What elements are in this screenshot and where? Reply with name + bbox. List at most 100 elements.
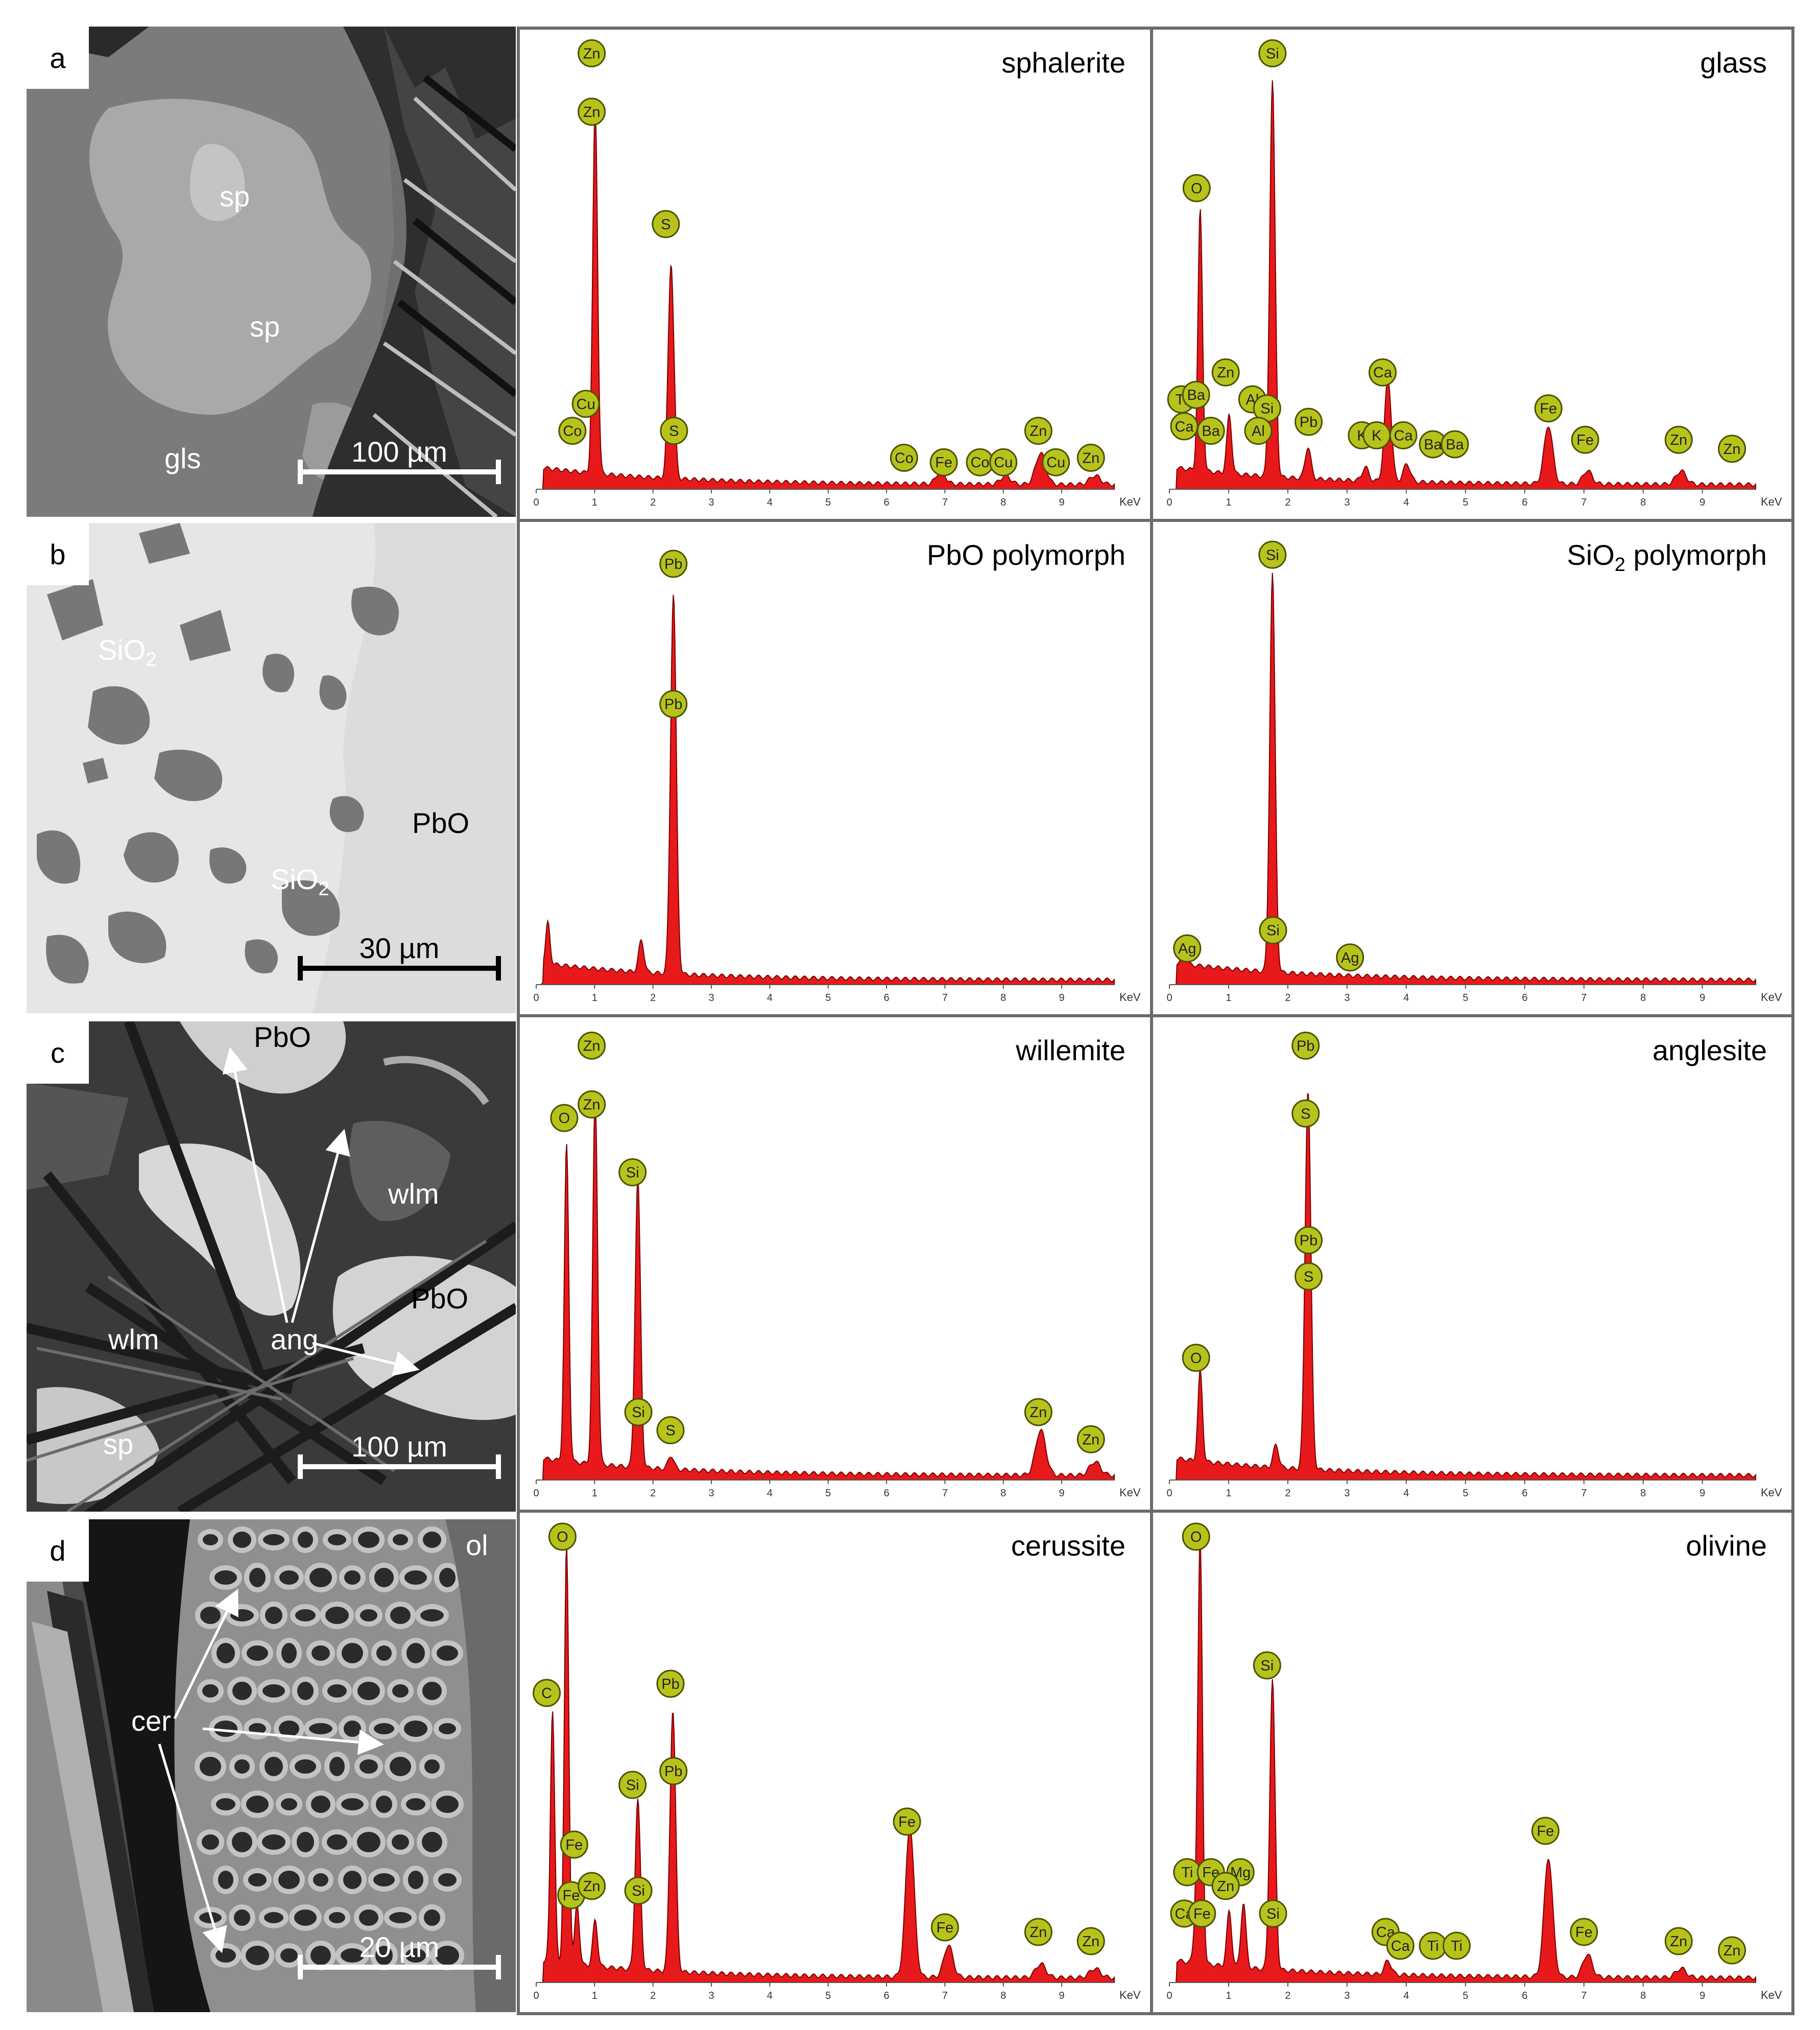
panel-letter-d: d: [27, 1519, 89, 1582]
x-tick-label: 1: [592, 1990, 597, 2001]
element-marker-label: Ag: [1341, 950, 1359, 966]
cell-73: [243, 1868, 272, 1892]
spectrum-title-anglesite: anglesite: [1652, 1034, 1767, 1066]
element-marker-fe: [893, 1807, 921, 1836]
x-tick-label: 7: [942, 992, 948, 1004]
element-marker-zn: [1024, 417, 1052, 445]
x-tick-label: 6: [1522, 497, 1527, 508]
element-marker-zn: [1076, 1425, 1105, 1453]
cell-61: [371, 1790, 397, 1818]
cell-12: [339, 1565, 366, 1590]
spectrum-sio2-polymorph: 0 1 2 3 4 5 6 7 8 9 KeV Si Ag Si Ag SiO2 polymorph: [1150, 519, 1794, 1017]
cell-18: [260, 1602, 288, 1629]
element-marker-si: [1259, 916, 1287, 945]
x-tick-label: 8: [1000, 1488, 1006, 1499]
bse-image-d: d ol cer 20 µm: [27, 1519, 516, 2012]
image-label-wlm-1: wlm: [388, 1178, 439, 1210]
x-tick-label: 9: [1699, 1990, 1705, 2001]
element-marker-fe: [1534, 394, 1563, 423]
x-tick-label: 4: [1403, 992, 1409, 1004]
cell-25: [242, 1640, 273, 1666]
x-tick-label: 2: [1285, 992, 1290, 1004]
cell-75: [308, 1868, 333, 1892]
spectrum-olivine: 0 1 2 3 4 5 6 7 8 9 KeV O Si Ti Fe Mg Zn Ca Fe Si Ca Ca Ti Ti Fe…: [1150, 1510, 1794, 2015]
x-tick-label: 9: [1699, 992, 1705, 1004]
x-tick-label: 7: [942, 1990, 948, 2001]
cerussite-cells: [194, 1526, 464, 1970]
x-tick-label: 9: [1059, 497, 1065, 508]
cell-76: [338, 1866, 367, 1894]
element-marker-pb: [659, 690, 688, 719]
cell-39: [417, 1677, 447, 1705]
x-tick-label: 0: [1166, 992, 1172, 1004]
element-marker-zn: [1718, 435, 1746, 463]
element-marker-label: Si: [1266, 923, 1280, 939]
element-marker-label: O: [1190, 1529, 1202, 1545]
element-marker-label: Cu: [994, 455, 1013, 471]
element-marker-label: Zn: [1723, 441, 1741, 458]
x-tick-label: 3: [708, 497, 714, 508]
element-marker-label: Pb: [664, 1763, 682, 1780]
cell-34: [257, 1679, 290, 1703]
x-tick-label: 4: [1403, 497, 1409, 508]
cell-1: [228, 1526, 256, 1553]
cell-66: [257, 1829, 291, 1855]
element-marker-label: Pb: [664, 556, 682, 572]
element-marker-si: [618, 1158, 647, 1187]
spectrum-curve: [1169, 1092, 1756, 1480]
x-tick-label: 6: [1522, 1488, 1527, 1499]
spectrum-plot-anglesite: 0 1 2 3 4 5 6 7 8 9 KeV Pb S Pb S O: [1166, 1031, 1782, 1499]
element-marker-pb: [1295, 408, 1323, 436]
image-label-sio2-1: SiO2: [98, 633, 157, 671]
element-marker-si: [1258, 39, 1287, 67]
x-tick-label: 3: [708, 992, 714, 1004]
spectrum-curve: [1169, 1538, 1756, 1983]
element-marker-fe: [1188, 1899, 1216, 1928]
x-axis-unit: KeV: [1761, 1486, 1782, 1499]
x-tick-label: 0: [1166, 1990, 1172, 2001]
x-tick-label: 3: [708, 1488, 714, 1499]
cell-20: [320, 1602, 354, 1629]
spectrum-plot-pbo: 0 1 2 3 4 5 6 7 8 9 KeV Pb Pb: [533, 550, 1141, 1004]
x-tick-label: 4: [767, 1488, 773, 1499]
element-marker-si: [1259, 1899, 1287, 1928]
element-marker-label: Zn: [1217, 1878, 1234, 1895]
cell-46: [399, 1715, 433, 1742]
image-label-sp-1: sp: [220, 180, 250, 212]
element-marker-label: Ti: [1181, 1865, 1193, 1881]
cell-30: [401, 1638, 430, 1668]
cell-82: [259, 1907, 289, 1928]
x-tick-label: 2: [650, 497, 656, 508]
x-axis-unit: KeV: [1761, 1989, 1782, 2001]
element-marker-label: Pb: [1300, 1232, 1318, 1249]
element-marker-label: Pb: [1297, 1038, 1314, 1054]
element-marker-label: Si: [1266, 1906, 1280, 1922]
x-tick-label: 3: [1344, 1488, 1350, 1499]
cell-32: [197, 1679, 224, 1703]
element-marker-label: Si: [1266, 547, 1279, 563]
cell-33: [227, 1677, 257, 1705]
element-marker-o: [550, 1104, 579, 1132]
element-marker-label: S: [661, 217, 670, 233]
cell-35: [292, 1677, 319, 1705]
spectrum-title-olivine: olivine: [1686, 1530, 1767, 1562]
cell-56: [211, 1793, 241, 1816]
element-marker-label: Zn: [1217, 365, 1234, 381]
element-marker-label: K: [1372, 427, 1382, 444]
spectrum-title-sio2-text: SiO2 polymorph: [1567, 539, 1767, 576]
cell-67: [292, 1827, 319, 1857]
x-tick-label: 4: [1403, 1990, 1409, 2001]
element-marker-zn: [1076, 1927, 1105, 1955]
spectrum-title-glass: glass: [1700, 46, 1767, 79]
element-marker-label: Pb: [664, 697, 682, 713]
element-marker-o: [1182, 1344, 1210, 1372]
element-marker-label: Si: [1266, 45, 1279, 62]
x-tick-label: 0: [533, 497, 539, 508]
element-marker-label: Fe: [1537, 1823, 1554, 1840]
x-tick-label: 1: [592, 1488, 597, 1499]
element-marker-si: [1258, 540, 1287, 569]
element-marker-label: Co: [895, 450, 914, 466]
cell-3: [293, 1526, 318, 1553]
image-label-ang: ang: [271, 1323, 319, 1355]
element-marker-label: C: [541, 1685, 552, 1702]
